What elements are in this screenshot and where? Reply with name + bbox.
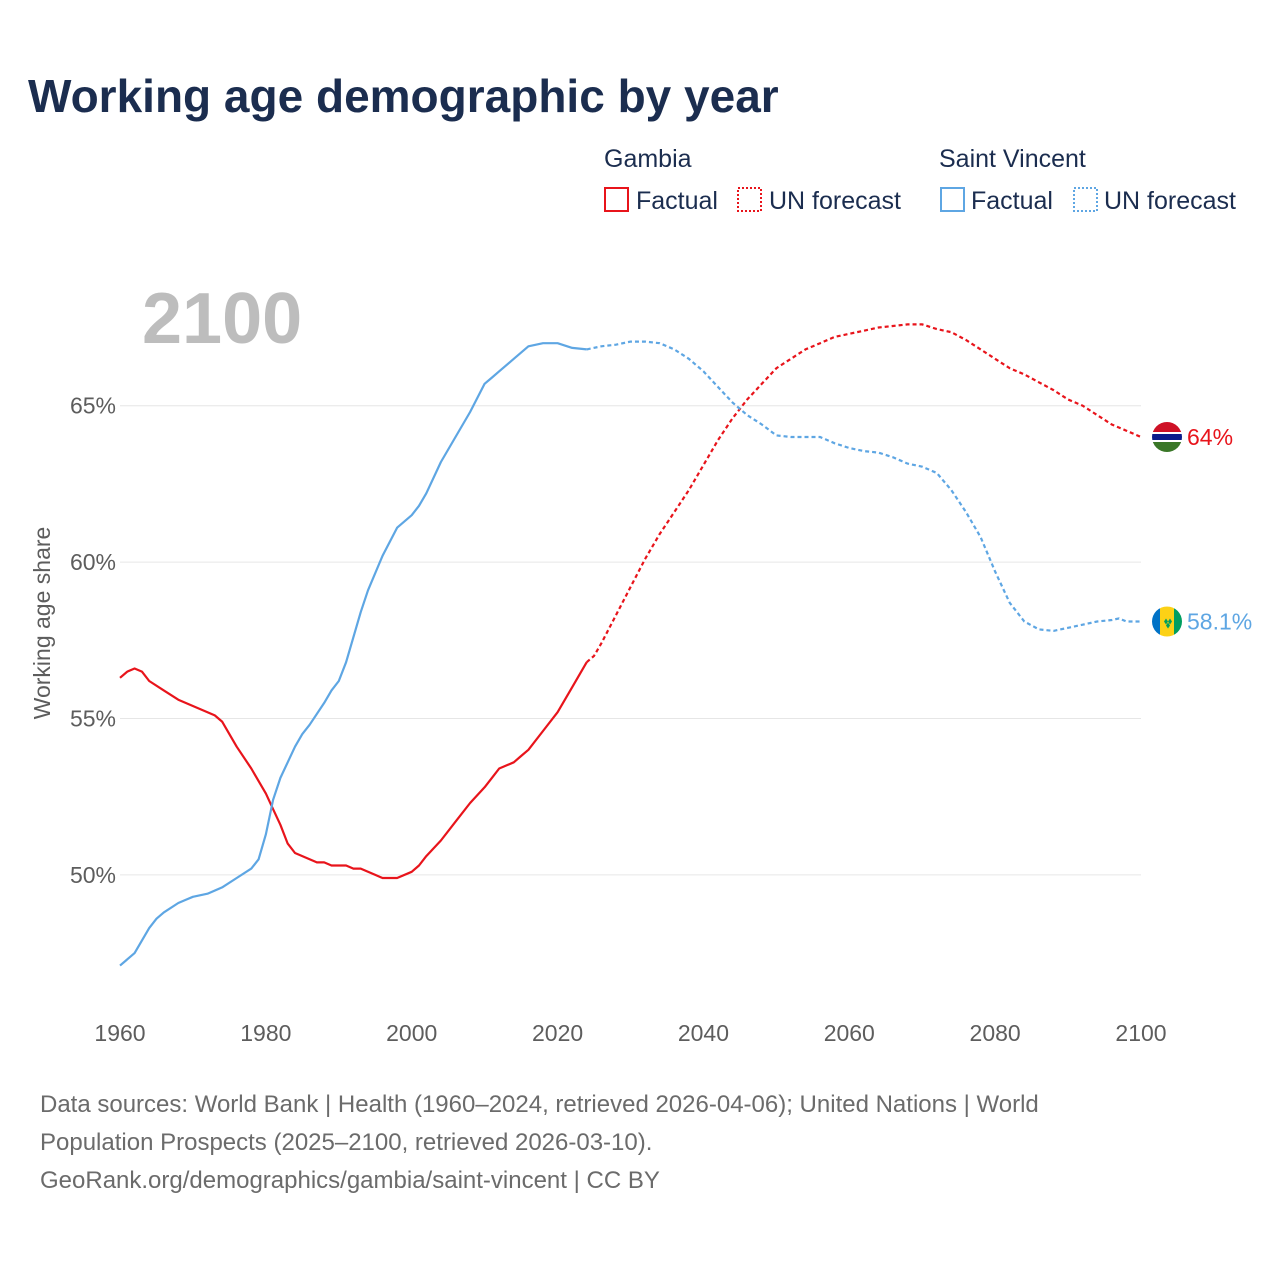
x-tick-label: 2000	[386, 1020, 437, 1046]
y-tick-label: 50%	[70, 862, 116, 888]
x-tick-label: 2060	[824, 1020, 875, 1046]
y-tick-label: 55%	[70, 706, 116, 732]
x-tick-label: 2020	[532, 1020, 583, 1046]
x-tick-label: 2040	[678, 1020, 729, 1046]
y-tick-label: 60%	[70, 549, 116, 575]
legend-label-saint-vincent-factual: Factual	[971, 187, 1053, 215]
series-line-saint-vincent-forecast	[586, 340, 1141, 633]
legend-swatch-gambia-forecast	[737, 187, 762, 212]
x-axis-ticks: 1960 1980 2000 2020 2040 2060 2080 2100	[94, 1020, 1166, 1046]
saint-vincent-flag-icon	[1152, 606, 1182, 637]
legend-swatch-gambia-factual	[604, 187, 629, 212]
legend-gambia[interactable]: Gambia Factual UN forecast	[604, 145, 901, 215]
series-line-gambia-factual	[119, 661, 588, 880]
legend-label-saint-vincent-forecast: UN forecast	[1104, 187, 1236, 215]
y-axis-label: Working age share	[29, 527, 55, 720]
y-tick-label: 65%	[70, 393, 116, 419]
footer-sources: Data sources: World Bank | Health (1960–…	[40, 1086, 1220, 1200]
chart: Working age demographic by year Gambia F…	[28, 70, 1252, 1046]
y-axis-ticks: 50% 55% 60% 65%	[70, 393, 116, 888]
legend-group-gambia: Gambia	[604, 145, 692, 173]
year-indicator: 2100	[142, 279, 302, 359]
footer-line-1: Data sources: World Bank | Health (1960–…	[40, 1091, 1039, 1118]
series-line-gambia-forecast	[585, 323, 1142, 664]
x-tick-label: 1980	[240, 1020, 291, 1046]
legend-group-saint-vincent: Saint Vincent	[939, 145, 1086, 173]
legend-label-gambia-factual: Factual	[636, 187, 718, 215]
footer-line-2: Population Prospects (2025–2100, retriev…	[40, 1129, 653, 1156]
series-lines	[119, 323, 1142, 967]
gambia-flag-icon	[1152, 422, 1182, 453]
legend-swatch-saint-vincent-factual	[940, 187, 965, 212]
legend-label-gambia-forecast: UN forecast	[769, 187, 901, 215]
series-line-saint-vincent-factual	[119, 342, 587, 967]
legend-swatch-saint-vincent-forecast	[1073, 187, 1098, 212]
x-tick-label: 2080	[970, 1020, 1021, 1046]
footer-line-3[interactable]: GeoRank.org/demographics/gambia/saint-vi…	[40, 1167, 660, 1194]
legend-saint-vincent[interactable]: Saint Vincent Factual UN forecast	[939, 145, 1236, 215]
x-tick-label: 1960	[94, 1020, 145, 1046]
end-label-saint-vincent: 58.1%	[1187, 609, 1252, 635]
x-tick-label: 2100	[1115, 1020, 1166, 1046]
end-label-gambia: 64%	[1187, 424, 1233, 450]
chart-title: Working age demographic by year	[28, 70, 779, 122]
gridlines	[120, 405, 1141, 876]
